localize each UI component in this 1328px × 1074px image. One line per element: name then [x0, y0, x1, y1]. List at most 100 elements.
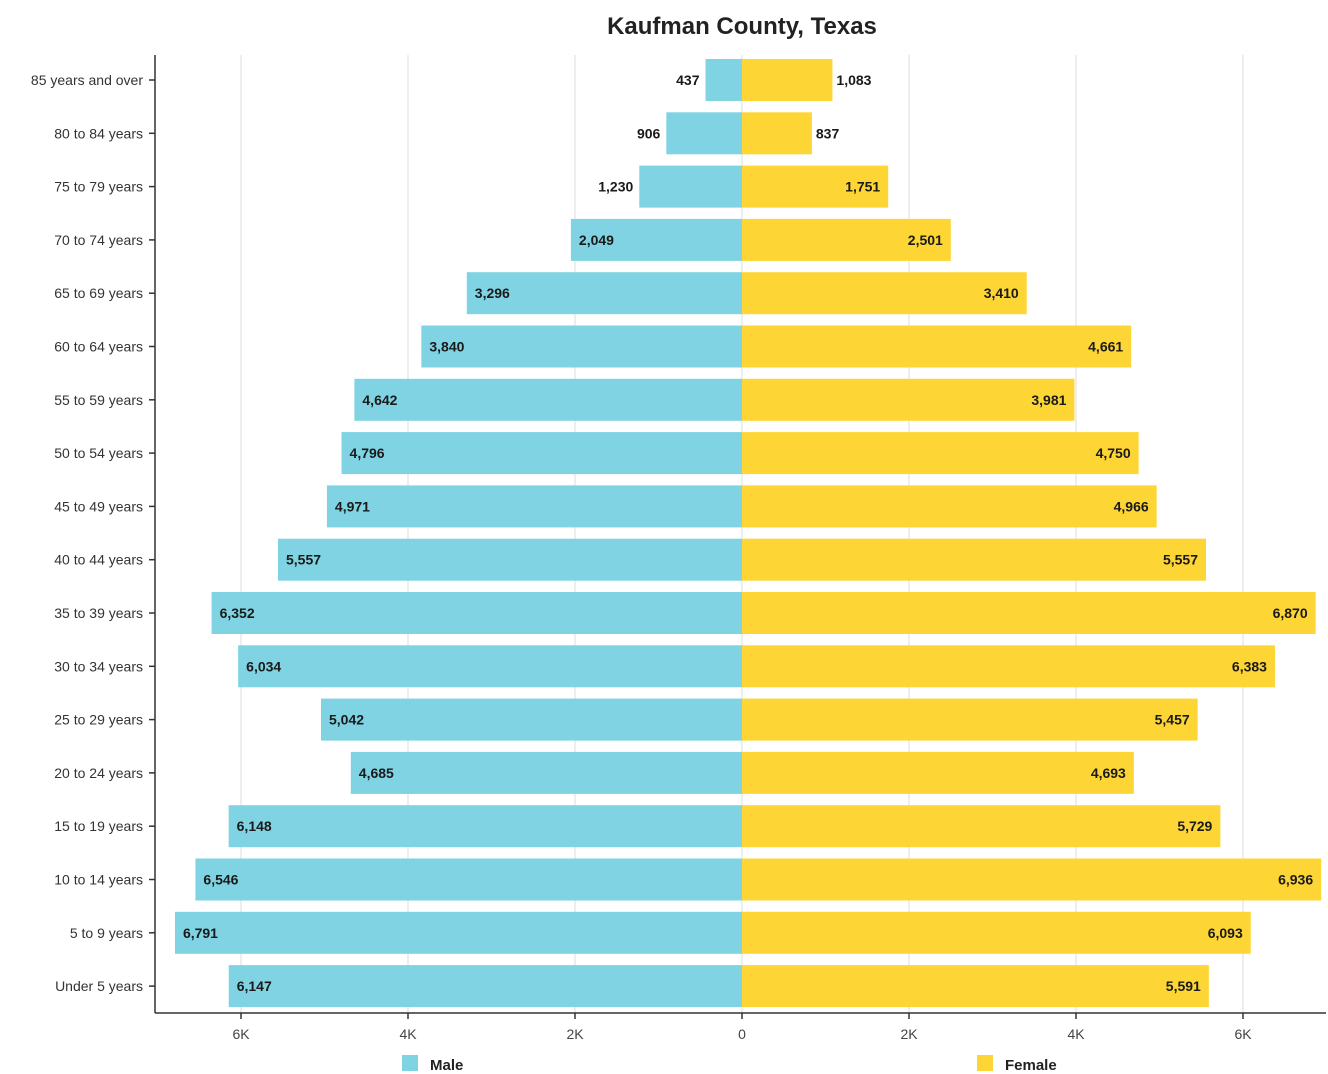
- category-label: 80 to 84 years: [54, 125, 143, 141]
- legend-label: Female: [1005, 1057, 1057, 1074]
- labels: 85 years and over 437 1,083 80 to 84 years 9…: [31, 72, 1313, 994]
- bar-male: [228, 805, 743, 848]
- data-label-male: 3,296: [475, 285, 510, 301]
- category-label: 30 to 34 years: [54, 658, 143, 674]
- bar-female: [742, 378, 1075, 421]
- data-label-female: 5,729: [1177, 818, 1212, 834]
- bar-male: [277, 538, 742, 581]
- bar-female: [742, 272, 1027, 315]
- category-label: 10 to 14 years: [54, 872, 143, 888]
- category-label: 85 years and over: [31, 72, 143, 88]
- bar-female: [742, 432, 1139, 475]
- bar-male: [350, 751, 742, 794]
- data-label-male: 6,148: [237, 818, 272, 834]
- data-label-male: 6,147: [237, 978, 272, 994]
- bar-male: [421, 325, 742, 368]
- grid-lines: [240, 55, 1244, 1013]
- category-label: 5 to 9 years: [70, 925, 143, 941]
- data-label-male: 4,685: [359, 765, 394, 781]
- x-tick-label: 2K: [566, 1026, 584, 1042]
- bar-male: [195, 858, 742, 901]
- bars: [174, 59, 1322, 1008]
- data-label-male: 437: [676, 72, 700, 88]
- data-label-female: 1,083: [836, 72, 871, 88]
- data-label-male: 4,971: [335, 498, 370, 514]
- data-label-female: 6,093: [1208, 925, 1243, 941]
- bar-female: [742, 218, 951, 261]
- bar-male: [320, 698, 742, 741]
- bar-female: [742, 165, 889, 208]
- data-label-male: 6,352: [220, 605, 255, 621]
- category-label: 50 to 54 years: [54, 445, 143, 461]
- x-tick-label: 2K: [900, 1026, 918, 1042]
- data-label-male: 3,840: [429, 339, 464, 355]
- data-label-male: 906: [637, 125, 661, 141]
- bar-male: [174, 911, 742, 954]
- legend-swatch: [977, 1055, 993, 1071]
- bar-female: [742, 59, 833, 101]
- bar-female: [742, 698, 1198, 741]
- category-label: 20 to 24 years: [54, 765, 143, 781]
- bar-male: [211, 592, 742, 634]
- bar-male: [570, 218, 742, 261]
- bar-female: [742, 325, 1132, 368]
- data-label-male: 6,034: [246, 658, 281, 674]
- category-label: 15 to 19 years: [54, 818, 143, 834]
- data-label-female: 4,693: [1091, 765, 1126, 781]
- bar-female: [742, 805, 1221, 848]
- category-label: 60 to 64 years: [54, 339, 143, 355]
- bar-male: [228, 965, 743, 1008]
- axes: 6K 4K 2K 0 2K 4K 6K: [149, 55, 1326, 1042]
- data-label-female: 837: [816, 125, 840, 141]
- bar-female: [742, 592, 1316, 634]
- category-label: 45 to 49 years: [54, 498, 143, 514]
- chart-title: Kaufman County, Texas: [607, 13, 877, 40]
- data-label-female: 6,383: [1232, 658, 1267, 674]
- data-label-male: 2,049: [579, 232, 614, 248]
- category-label: 75 to 79 years: [54, 179, 143, 195]
- data-label-female: 5,591: [1166, 978, 1201, 994]
- bar-male: [238, 645, 742, 688]
- data-label-female: 3,410: [984, 285, 1019, 301]
- data-label-male: 1,230: [598, 179, 633, 195]
- category-label: 55 to 59 years: [54, 392, 143, 408]
- bar-female: [742, 485, 1157, 528]
- data-label-female: 2,501: [908, 232, 943, 248]
- category-label: 40 to 44 years: [54, 552, 143, 568]
- data-label-female: 1,751: [845, 179, 880, 195]
- bar-female: [742, 538, 1207, 581]
- legend-label: Male: [430, 1057, 463, 1074]
- data-label-female: 5,557: [1163, 552, 1198, 568]
- data-label-male: 5,557: [286, 552, 321, 568]
- x-tick-label: 6K: [232, 1026, 250, 1042]
- bar-male: [705, 59, 742, 101]
- bar-male: [639, 165, 742, 208]
- data-label-female: 3,981: [1031, 392, 1066, 408]
- bar-male: [354, 378, 742, 421]
- bar-male: [341, 432, 742, 475]
- bar-female: [742, 751, 1134, 794]
- bar-female: [742, 858, 1322, 901]
- x-tick-label: 4K: [1067, 1026, 1085, 1042]
- category-label: 65 to 69 years: [54, 285, 143, 301]
- data-label-male: 6,546: [203, 872, 238, 888]
- bar-male: [466, 272, 742, 315]
- bar-female: [742, 965, 1209, 1008]
- category-label: 25 to 29 years: [54, 712, 143, 728]
- x-tick-label: 0: [738, 1026, 746, 1042]
- category-label: 70 to 74 years: [54, 232, 143, 248]
- x-tick-label: 4K: [399, 1026, 417, 1042]
- category-label: 35 to 39 years: [54, 605, 143, 621]
- legend-swatch: [402, 1055, 418, 1071]
- data-label-male: 6,791: [183, 925, 218, 941]
- data-label-female: 4,966: [1114, 498, 1149, 514]
- data-label-female: 4,661: [1088, 339, 1123, 355]
- bar-female: [742, 911, 1251, 954]
- legend: Male Female: [402, 1055, 1057, 1074]
- bar-female: [742, 645, 1275, 688]
- bar-male: [326, 485, 742, 528]
- data-label-male: 4,796: [350, 445, 385, 461]
- data-label-female: 6,870: [1273, 605, 1308, 621]
- bar-male: [666, 112, 742, 155]
